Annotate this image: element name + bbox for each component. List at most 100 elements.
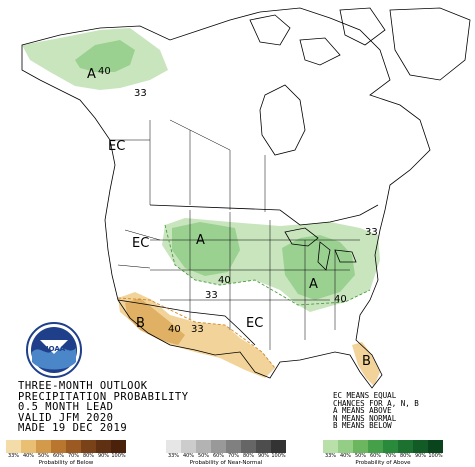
plains-40-contour-label: 40	[218, 275, 231, 286]
legend-note: EC MEANS EQUAL CHANCES FOR A, N, B A MEA…	[333, 392, 419, 430]
scale-swatch	[398, 440, 413, 453]
scale-swatch	[383, 440, 398, 453]
hudson-bay-outline	[259, 84, 306, 156]
title-line: VALID JFM 2020	[18, 411, 114, 424]
scale-swatch	[96, 440, 111, 453]
above-scale-swatches	[323, 440, 443, 453]
above-scale-ticks: 33% 40% 50% 60% 70% 80% 90% 100%	[323, 453, 443, 460]
scale-swatch	[196, 440, 211, 453]
outlook-map: A 40 33 EC EC A 40 33 A 40 33 EC B 40 33…	[21, 7, 471, 389]
scale-swatch	[181, 440, 196, 453]
alaska-above-label: A	[87, 67, 96, 82]
sw-below-label: B	[136, 316, 145, 331]
florida-below-label: B	[362, 354, 371, 369]
sw-33-contour	[117, 297, 276, 369]
scale-tick-label: 90%	[414, 453, 427, 459]
noaa-logo-text: NOAA	[43, 345, 66, 353]
northeast-33-contour-label: 33	[365, 227, 378, 238]
scale-tick-label: 80%	[82, 453, 95, 459]
legend-note-line: EC MEANS EQUAL	[333, 391, 397, 400]
ohio-above-40-region	[282, 235, 355, 300]
scale-swatch	[166, 440, 181, 453]
canada-province-lines	[110, 119, 266, 212]
title-line: PRECIPITATION PROBABILITY	[18, 390, 189, 403]
scale-tick-label: 50%	[37, 453, 50, 459]
below-scale-caption: Probability of Below	[38, 460, 94, 466]
scale-swatch	[36, 440, 51, 453]
scale-tick-label: 40%	[339, 453, 352, 459]
scale-tick-label: 40%	[182, 453, 195, 459]
scale-tick-label: 60%	[369, 453, 382, 459]
scale-swatch	[21, 440, 36, 453]
scale-tick-label: 80%	[242, 453, 255, 459]
scale-tick-label: 50%	[197, 453, 210, 459]
plains-33-contour	[164, 224, 371, 306]
alaska-40-contour-label: 40	[98, 66, 111, 77]
near-normal-scale-ticks: 33% 40% 50% 60% 70% 80% 90% 100%	[166, 453, 286, 460]
scale-tick-label: 70%	[384, 453, 397, 459]
scale-tick-label: 60%	[52, 453, 65, 459]
scale-tick-label: 100%	[428, 453, 443, 459]
north-america-outline	[21, 7, 431, 389]
scale-tick-label: 50%	[354, 453, 367, 459]
scale-tick-label: 33%	[324, 453, 337, 459]
plains-above-label: A	[196, 233, 205, 248]
scale-tick-label: 70%	[67, 453, 80, 459]
ohio-above-label: A	[309, 277, 318, 292]
scale-swatch	[256, 440, 271, 453]
scale-tick-label: 90%	[257, 453, 270, 459]
near-normal-probability-scale: 33% 40% 50% 60% 70% 80% 90% 100% Probability of…	[166, 440, 286, 467]
alaska-above-40-region	[75, 40, 135, 72]
sw-below-40-region	[125, 298, 185, 345]
scale-tick-label: 70%	[227, 453, 240, 459]
scale-swatch	[368, 440, 383, 453]
sw-40-contour-label: 40	[168, 324, 181, 335]
state-lines	[117, 210, 360, 350]
below-scale-ticks: 33% 40% 50% 60% 70% 80% 90% 100%	[6, 453, 126, 460]
title-line: MADE 19 DEC 2019	[18, 422, 128, 434]
contours	[117, 224, 371, 369]
plains-33-contour-label: 33	[205, 290, 218, 301]
arctic-islands-outline	[249, 7, 386, 66]
scale-tick-label: 33%	[7, 453, 20, 459]
scale-swatch	[353, 440, 368, 453]
near-normal-scale-caption: Probability of Near-Normal	[189, 460, 263, 466]
scale-swatch	[338, 440, 353, 453]
canada-ec-label: EC	[108, 139, 125, 154]
scale-swatch	[241, 440, 256, 453]
above-scale-caption: Probability of Above	[355, 460, 411, 466]
above-probability-scale: 33% 40% 50% 60% 70% 80% 90% 100% Probability of…	[323, 440, 443, 467]
scale-swatch	[81, 440, 96, 453]
scale-tick-label: 60%	[212, 453, 225, 459]
legend-note-line: CHANCES FOR A, N, B	[333, 398, 419, 408]
scale-swatch	[271, 440, 286, 453]
legend-note-line: A MEANS ABOVE	[333, 406, 392, 416]
legend-note-line: B MEANS BELOW	[333, 421, 392, 431]
map-labels: A 40 33 EC EC A 40 33 A 40 33 EC B 40 33…	[87, 66, 378, 369]
west-ec-label: EC	[132, 236, 149, 251]
scale-tick-label: 33%	[167, 453, 180, 459]
noaa-logo-icon: NOAA	[26, 322, 82, 378]
scale-swatch	[428, 440, 443, 453]
land-outlines	[21, 7, 471, 389]
title-line: THREE-MONTH OUTLOOK	[18, 380, 148, 392]
probability-shading	[22, 28, 380, 386]
south-ec-label: EC	[246, 316, 263, 331]
plains-above-40-region	[172, 222, 240, 276]
scale-swatch	[6, 440, 21, 453]
scale-tick-label: 100%	[271, 453, 286, 459]
scale-swatch	[413, 440, 428, 453]
legend-note-line: N MEANS NORMAL	[333, 413, 397, 423]
alaska-33-contour-label: 33	[134, 88, 147, 99]
scale-swatch	[51, 440, 66, 453]
near-normal-scale-swatches	[166, 440, 286, 453]
scale-tick-label: 100%	[111, 453, 126, 459]
scale-tick-label: 80%	[399, 453, 412, 459]
sw-33-contour-label: 33	[191, 324, 204, 335]
canada-us-border	[149, 204, 379, 226]
scale-swatch	[111, 440, 126, 453]
below-scale-swatches	[6, 440, 126, 453]
ohio-40-contour-label: 40	[334, 294, 347, 305]
scale-swatch	[211, 440, 226, 453]
greenland-outline	[389, 7, 471, 81]
